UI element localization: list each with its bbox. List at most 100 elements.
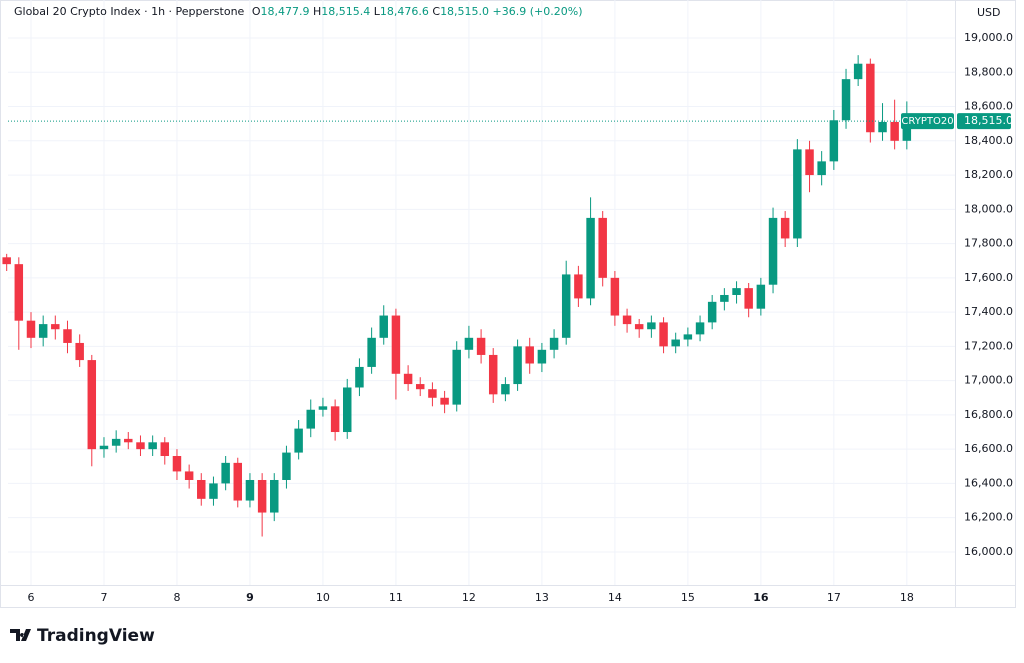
symbol-badge — [901, 113, 954, 130]
candle-body — [233, 462, 243, 501]
ohlc-value: 18,476.6 — [379, 5, 429, 18]
change: +36.9 (+0.20%) — [492, 5, 583, 18]
y-tick-label: 17,200.0 — [964, 339, 1013, 352]
y-tick-label: 17,600.0 — [964, 271, 1013, 284]
chart-frame — [0, 0, 1016, 608]
ohlc-key: O — [251, 5, 261, 18]
candle-body — [330, 406, 340, 433]
candle-body — [99, 445, 109, 450]
candle-body — [707, 301, 717, 323]
y-tick-label: 16,000.0 — [964, 545, 1013, 558]
candle-body — [732, 288, 741, 295]
candle-body — [294, 428, 303, 453]
candle-body — [780, 217, 790, 239]
candle-body — [513, 346, 522, 385]
candle-body — [184, 471, 194, 480]
y-tick-label: 18,600.0 — [964, 100, 1013, 113]
candle-body — [610, 277, 620, 316]
candle-body — [63, 329, 72, 343]
candle-body — [379, 315, 388, 338]
candle-body — [148, 442, 157, 450]
y-tick-label: 16,200.0 — [964, 511, 1013, 524]
candle-body — [853, 63, 863, 80]
candle-body — [525, 346, 534, 364]
logo-mark — [10, 629, 31, 641]
candle-body — [805, 149, 814, 176]
candle-body — [902, 127, 912, 141]
candle-body — [683, 334, 693, 340]
candle-body — [87, 360, 97, 450]
candle-body — [440, 397, 449, 405]
y-tick-label: 18,200.0 — [964, 168, 1013, 181]
candle-body — [367, 337, 376, 367]
candle-body — [270, 479, 279, 513]
x-tick-label: 9 — [246, 591, 254, 604]
candle-body — [257, 479, 267, 513]
candle-body — [549, 337, 559, 350]
candle-body — [817, 161, 826, 176]
candle-body — [720, 294, 729, 302]
x-tick-label: 14 — [608, 591, 622, 604]
x-tick-label: 16 — [753, 591, 769, 604]
candle-body — [136, 442, 145, 450]
candle-body — [318, 406, 328, 410]
candle-body — [355, 366, 364, 388]
candle-body — [428, 389, 437, 398]
symbol-label: CRYPTO20 — [901, 116, 953, 127]
candle-body — [829, 120, 839, 162]
candle-body — [537, 349, 547, 364]
candle-body — [622, 315, 632, 325]
candle-body — [197, 479, 206, 499]
candle-body — [756, 284, 766, 309]
candle-body — [403, 373, 413, 385]
candle-body — [488, 354, 498, 395]
brand: TradingView — [37, 626, 155, 646]
candle-body — [574, 274, 583, 299]
x-tick-label: 11 — [389, 591, 403, 604]
candle-body — [221, 462, 230, 484]
x-tick-label: 12 — [462, 591, 476, 604]
legend-header: Global 20 Crypto Index · 1h · Pepperston… — [14, 5, 583, 18]
y-tick-label: 18,400.0 — [964, 134, 1013, 147]
candle-body — [282, 452, 291, 480]
candle-body — [306, 409, 315, 429]
candle-body — [793, 149, 802, 239]
candle-body — [343, 387, 352, 433]
candle-body — [476, 337, 486, 355]
ohlc-value: 18,477.9 — [260, 5, 310, 18]
candle-body — [561, 274, 571, 338]
candle-body — [172, 456, 182, 472]
y-tick-label: 16,800.0 — [964, 408, 1013, 421]
candle-body — [659, 322, 668, 347]
ohlc-key: C — [432, 5, 441, 18]
y-tick-label: 16,600.0 — [964, 442, 1013, 455]
candle-body — [124, 438, 133, 443]
y-tick-label: 17,000.0 — [964, 374, 1013, 387]
candle-body — [464, 337, 474, 350]
candle-body — [209, 483, 218, 499]
y-tick-label: 16,400.0 — [964, 476, 1013, 489]
candle-body — [38, 324, 48, 338]
x-tick-label: 17 — [827, 591, 841, 604]
candle-body — [634, 324, 644, 330]
candle-body — [841, 79, 851, 121]
grid — [8, 0, 955, 585]
x-tick-label: 8 — [173, 591, 180, 604]
candle-body — [2, 257, 11, 265]
y-tick-label: 19,000.0 — [964, 31, 1013, 44]
candle-body — [75, 342, 84, 361]
candle-body — [452, 349, 461, 405]
candle-body — [598, 217, 607, 278]
candle-body — [768, 217, 778, 285]
candle-body — [51, 324, 60, 330]
x-tick-label: 7 — [100, 591, 107, 604]
candle-body — [111, 438, 121, 446]
ohlc-key: L — [373, 5, 380, 18]
y-tick-label: 18,000.0 — [964, 202, 1013, 215]
candle-body — [391, 315, 401, 374]
candle-body — [160, 442, 170, 457]
y-tick-label: 17,400.0 — [964, 305, 1013, 318]
y-tick-label: 18,800.0 — [964, 65, 1013, 78]
